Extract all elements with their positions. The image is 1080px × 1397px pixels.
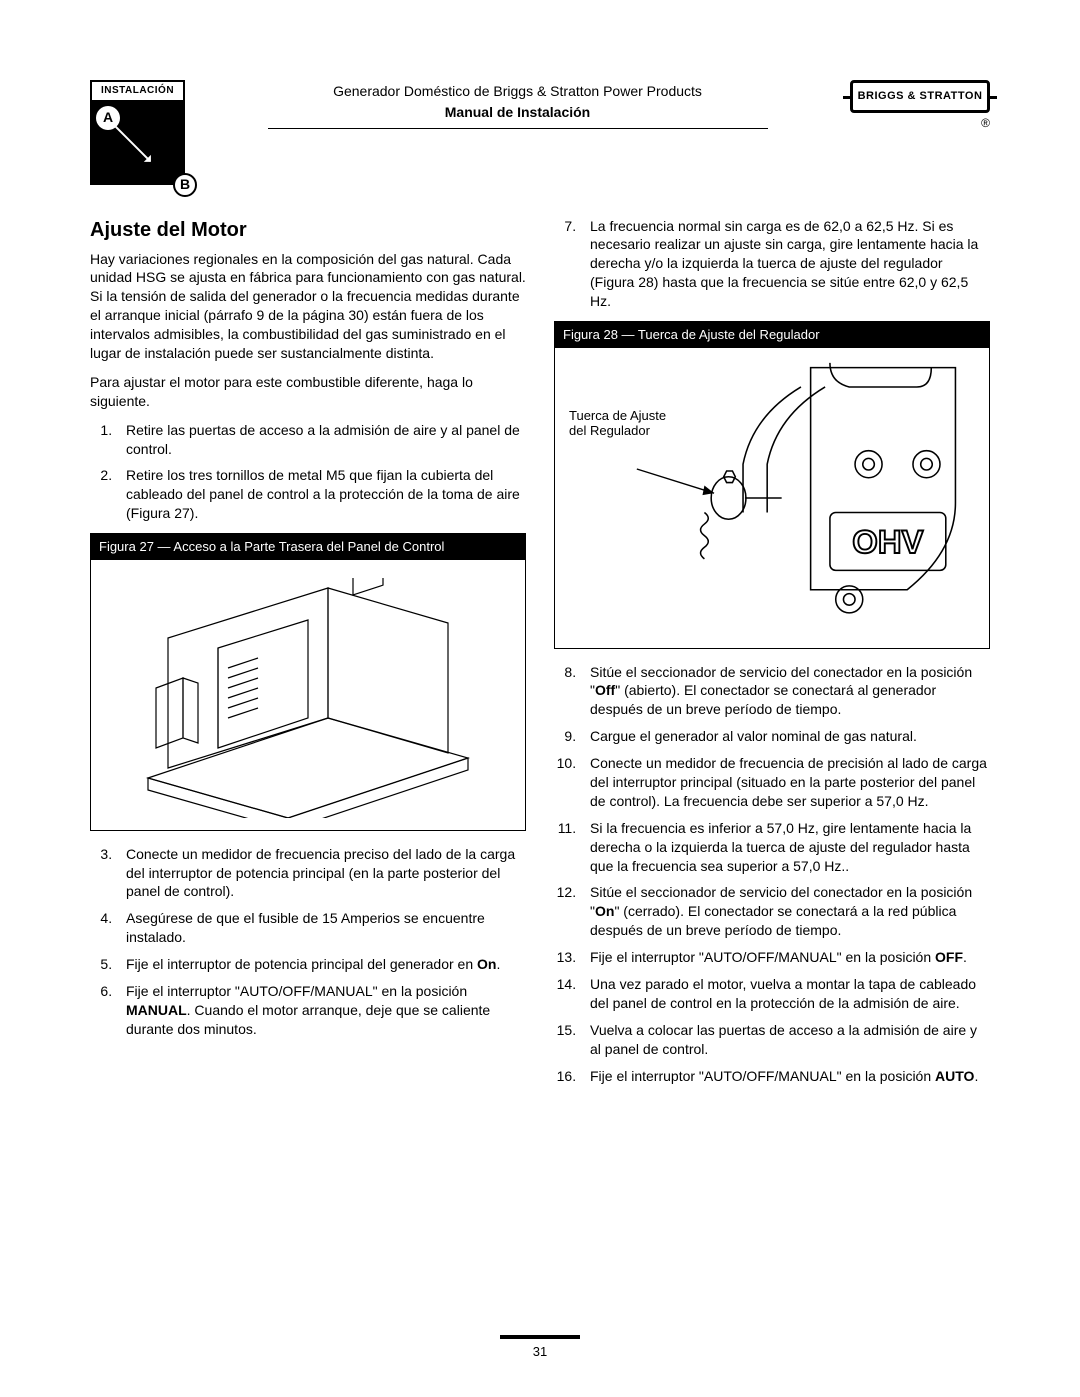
left-column: Ajuste del Motor Hay variaciones regiona… [90,217,526,1096]
step-16: Fije el interruptor "AUTO/OFF/MANUAL" en… [580,1067,990,1086]
intro-para-1: Hay variaciones regionales en la composi… [90,250,526,363]
brand-badge: BRIGGS & STRATTON ® [850,80,990,131]
installation-badge: INSTALACIÓN A B [90,80,185,185]
intro-para-2: Para ajustar el motor para este combusti… [90,373,526,411]
content-columns: Ajuste del Motor Hay variaciones regiona… [90,217,990,1096]
page-header: INSTALACIÓN A B Generador Doméstico de B… [90,80,990,185]
svg-text:OHV: OHV [852,523,923,560]
step-3: Conecte un medidor de frecuencia preciso… [116,845,526,902]
figure-28: Figura 28 — Tuerca de Ajuste del Regulad… [554,321,990,649]
step-7: La frecuencia normal sin carga es de 62,… [580,217,990,311]
step-5: Fije el interruptor de potencia principa… [116,955,526,974]
steps-list-a: Retire las puertas de acceso a la admisi… [90,421,526,523]
step-10: Conecte un medidor de frecuencia de prec… [580,754,990,811]
header-line1: Generador Doméstico de Briggs & Stratton… [185,82,850,101]
badge-arrow-icon [111,122,151,162]
step-14: Una vez parado el motor, vuelva a montar… [580,975,990,1013]
step-11: Si la frecuencia es inferior a 57,0 Hz, … [580,819,990,876]
steps-list-c: La frecuencia normal sin carga es de 62,… [554,217,990,311]
header-rule [268,128,768,129]
figure-28-label: Tuerca de Ajuste del Regulador [569,408,679,439]
page-number: 31 [0,1335,1080,1361]
badge-circle-b: B [173,173,197,197]
figure-27: Figura 27 — Acceso a la Parte Trasera de… [90,533,526,831]
badge-label: INSTALACIÓN [90,80,185,102]
step-2: Retire los tres tornillos de metal M5 qu… [116,466,526,523]
brand-name: BRIGGS & STRATTON [850,80,990,113]
step-6: Fije el interruptor "AUTO/OFF/MANUAL" en… [116,982,526,1039]
step-13: Fije el interruptor "AUTO/OFF/MANUAL" en… [580,948,990,967]
steps-list-d: Sitúe el seccionador de servicio del con… [554,663,990,1086]
figure-27-illustration [128,578,488,818]
header-title-block: Generador Doméstico de Briggs & Stratton… [185,80,850,129]
step-8: Sitúe el seccionador de servicio del con… [580,663,990,720]
right-column: La frecuencia normal sin carga es de 62,… [554,217,990,1096]
figure-27-body [91,560,525,830]
step-12: Sitúe el seccionador de servicio del con… [580,883,990,940]
header-line2: Manual de Instalación [185,103,850,122]
badge-body: A B [90,100,185,185]
step-4: Asegúrese de que el fusible de 15 Amperi… [116,909,526,947]
step-1: Retire las puertas de acceso a la admisi… [116,421,526,459]
step-9: Cargue el generador al valor nominal de … [580,727,990,746]
figure-28-body: Tuerca de Ajuste del Regulador OHV [555,348,989,648]
step-15: Vuelva a colocar las puertas de acceso a… [580,1021,990,1059]
figure-27-caption: Figura 27 — Acceso a la Parte Trasera de… [91,534,525,560]
figure-28-illustration: OHV [565,358,979,638]
section-heading: Ajuste del Motor [90,217,526,244]
steps-list-b: Conecte un medidor de frecuencia preciso… [90,845,526,1039]
brand-registered: ® [850,115,990,131]
figure-28-caption: Figura 28 — Tuerca de Ajuste del Regulad… [555,322,989,348]
